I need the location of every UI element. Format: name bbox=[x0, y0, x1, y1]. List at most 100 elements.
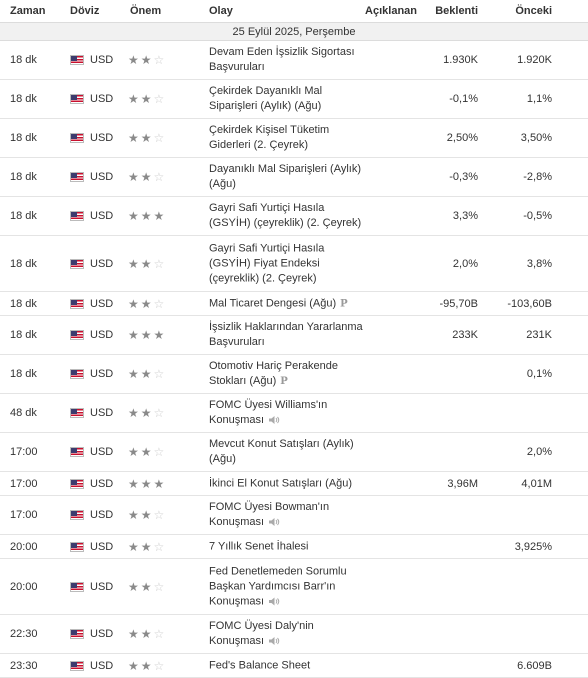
table-row[interactable]: 18 dk USD ★★☆ Devam Eden İşsizlik Sigortası… bbox=[0, 41, 588, 80]
importance-stars: ★★★ bbox=[128, 328, 166, 342]
star-empty-icon: ☆ bbox=[153, 256, 167, 271]
us-flag-icon bbox=[70, 133, 84, 143]
event-time: 48 dk bbox=[10, 407, 37, 419]
star-filled-icon: ★ bbox=[128, 539, 141, 554]
event-time: 17:00 bbox=[10, 477, 38, 490]
event-time: 20:00 bbox=[10, 540, 38, 553]
header-forecast[interactable]: Beklenti bbox=[435, 5, 478, 17]
event-name-line: Gayri Safi Yurtiçi Hasıla bbox=[209, 202, 325, 214]
event-name[interactable]: Devam Eden İşsizlik Sigortası Başvuruları bbox=[209, 45, 389, 75]
currency-code: USD bbox=[90, 580, 114, 593]
event-name[interactable]: Dayanıklı Mal Siparişleri (Aylık) (Ağu) bbox=[209, 162, 389, 192]
importance-stars: ★★☆ bbox=[128, 92, 166, 106]
header-importance[interactable]: Önem bbox=[130, 5, 162, 17]
event-name-line: Konuşması bbox=[209, 414, 265, 426]
event-currency: USD bbox=[70, 54, 113, 66]
event-name[interactable]: Gayri Safi Yurtiçi Hasıla (GSYİH) (çeyrek… bbox=[209, 201, 389, 231]
event-name-line: (GSYİH) Fiyat Endeksi bbox=[209, 257, 320, 269]
table-row[interactable]: 18 dk USD ★★☆ Dayanıklı Mal Siparişleri (Ay… bbox=[0, 158, 588, 197]
header-event[interactable]: Olay bbox=[209, 5, 233, 17]
star-filled-icon: ★ bbox=[140, 367, 154, 381]
table-row[interactable]: 48 dk USD ★★☆ FOMC Üyesi Williams'ın Konuşma… bbox=[0, 394, 588, 433]
table-row[interactable]: 18 dk USD ★★☆ Çekirdek Kişisel Tüketim Gider… bbox=[0, 119, 588, 158]
event-name[interactable]: Gayri Safi Yurtiçi Hasıla (GSYİH) Fiyat E… bbox=[209, 241, 389, 286]
table-row[interactable]: 22:30 USD ★★☆ FOMC Üyesi Daly'nin Konuşması bbox=[0, 615, 588, 654]
event-name[interactable]: Mal Ticaret Dengesi (Ağu) P bbox=[209, 296, 389, 311]
table-row[interactable]: 17:00 USD ★★★ İkinci El Konut Satışları (Ağ… bbox=[0, 472, 588, 496]
event-name[interactable]: FOMC Üyesi Bowman'ın Konuşması bbox=[209, 500, 389, 530]
event-currency: USD bbox=[70, 407, 113, 419]
event-name[interactable]: Fed's Balance Sheet bbox=[209, 658, 389, 673]
importance-stars: ★★☆ bbox=[128, 131, 166, 145]
table-header: Zaman Döviz Önem Olay Açıklanan Beklenti… bbox=[0, 0, 588, 23]
currency-code: USD bbox=[90, 297, 114, 310]
us-flag-icon bbox=[70, 629, 84, 639]
event-name[interactable]: FOMC Üyesi Williams'ın Konuşması bbox=[209, 398, 389, 428]
currency-code: USD bbox=[90, 628, 114, 640]
event-name[interactable]: İkinci El Konut Satışları (Ağu) bbox=[209, 476, 389, 491]
event-name[interactable]: 7 Yıllık Senet İhalesi bbox=[209, 539, 389, 554]
event-previous: -2,8% bbox=[523, 171, 552, 183]
event-name[interactable]: Fed Denetlemeden Sorumlu Başkan Yardımcıs… bbox=[209, 564, 389, 609]
importance-stars: ★★☆ bbox=[128, 627, 166, 641]
us-flag-icon bbox=[70, 510, 84, 520]
table-row[interactable]: 20:00 USD ★★☆ Fed Denetlemeden Sorumlu Başka… bbox=[0, 559, 588, 615]
table-row[interactable]: 18 dk USD ★★☆ Mal Ticaret Dengesi (Ağu) P -95… bbox=[0, 292, 588, 316]
star-filled-icon: ★ bbox=[128, 658, 141, 673]
event-name-line: Çekirdek Dayanıklı Mal bbox=[209, 85, 323, 97]
star-filled-icon: ★ bbox=[128, 92, 141, 106]
star-filled-icon: ★ bbox=[153, 209, 167, 223]
star-filled-icon: ★ bbox=[128, 445, 141, 459]
star-empty-icon: ☆ bbox=[153, 627, 167, 641]
event-currency: USD bbox=[70, 446, 113, 458]
event-previous: 0,1% bbox=[526, 368, 552, 380]
header-time[interactable]: Zaman bbox=[10, 5, 46, 17]
event-name-line: FOMC Üyesi Bowman'ın bbox=[209, 501, 330, 513]
event-name[interactable]: Mevcut Konut Satışları (Aylık) (Ağu) bbox=[209, 437, 389, 467]
event-name-line: Konuşması bbox=[209, 635, 265, 647]
currency-code: USD bbox=[90, 54, 114, 66]
event-forecast: -0,3% bbox=[449, 171, 478, 183]
header-actual[interactable]: Açıklanan bbox=[365, 5, 417, 17]
event-name[interactable]: İşsizlik Haklarından Yararlanma Başvurula… bbox=[209, 320, 389, 350]
star-filled-icon: ★ bbox=[128, 53, 141, 67]
event-name-line: FOMC Üyesi Daly'nin bbox=[209, 620, 314, 632]
speaker-icon bbox=[269, 416, 280, 425]
star-empty-icon: ☆ bbox=[153, 508, 167, 522]
currency-code: USD bbox=[90, 329, 114, 341]
event-previous: 231K bbox=[526, 329, 552, 341]
speaker-icon bbox=[269, 637, 280, 646]
star-filled-icon: ★ bbox=[140, 539, 154, 554]
event-time: 18 dk bbox=[10, 132, 37, 144]
event-name-line: 7 Yıllık Senet İhalesi bbox=[209, 540, 309, 552]
event-name-line: (GSYİH) (çeyreklik) (2. Çeyrek) bbox=[209, 217, 362, 229]
event-forecast: -95,70B bbox=[439, 297, 478, 310]
table-row[interactable]: 17:00 USD ★★☆ Mevcut Konut Satışları (Aylık… bbox=[0, 433, 588, 472]
event-currency: USD bbox=[70, 628, 113, 640]
table-row[interactable]: 18 dk USD ★★★ İşsizlik Haklarından Yararlan… bbox=[0, 316, 588, 355]
us-flag-icon bbox=[70, 298, 84, 309]
table-row[interactable]: 18 dk USD ★★☆ Gayri Safi Yurtiçi Hasıla (GSY… bbox=[0, 236, 588, 292]
table-row[interactable]: 18 dk USD ★★☆ Çekirdek Dayanıklı Mal Sipariş… bbox=[0, 80, 588, 119]
table-row[interactable]: 17:00 USD ★★☆ FOMC Üyesi Bowman'ın Konuşması bbox=[0, 496, 588, 535]
event-forecast: 2,50% bbox=[446, 132, 478, 144]
event-currency: USD bbox=[70, 132, 113, 144]
star-filled-icon: ★ bbox=[128, 170, 141, 184]
header-previous[interactable]: Önceki bbox=[515, 5, 552, 17]
event-name[interactable]: Otomotiv Hariç Perakende Stokları (Ağu) P bbox=[209, 359, 389, 389]
event-name[interactable]: Çekirdek Kişisel Tüketim Giderleri (2. Çe… bbox=[209, 123, 389, 153]
event-forecast: -0,1% bbox=[449, 93, 478, 105]
us-flag-icon bbox=[70, 330, 84, 340]
table-row[interactable]: 18 dk USD ★★★ Gayri Safi Yurtiçi Hasıla (GSY… bbox=[0, 197, 588, 236]
table-row[interactable]: 18 dk USD ★★☆ Otomotiv Hariç Perakende Stokl… bbox=[0, 355, 588, 394]
table-row[interactable]: 20:00 USD ★★☆ 7 Yıllık Senet İhalesi 3,925% bbox=[0, 535, 588, 559]
event-previous: 2,0% bbox=[526, 446, 552, 458]
event-previous: 6.609B bbox=[517, 659, 552, 672]
header-currency[interactable]: Döviz bbox=[70, 5, 100, 17]
event-name[interactable]: Çekirdek Dayanıklı Mal Siparişleri (Aylık… bbox=[209, 84, 389, 114]
star-filled-icon: ★ bbox=[128, 508, 141, 522]
event-previous: -0,5% bbox=[523, 210, 552, 222]
speaker-icon bbox=[269, 518, 280, 527]
table-row[interactable]: 23:30 USD ★★☆ Fed's Balance Sheet 6.609B bbox=[0, 654, 588, 678]
event-name[interactable]: FOMC Üyesi Daly'nin Konuşması bbox=[209, 619, 389, 649]
